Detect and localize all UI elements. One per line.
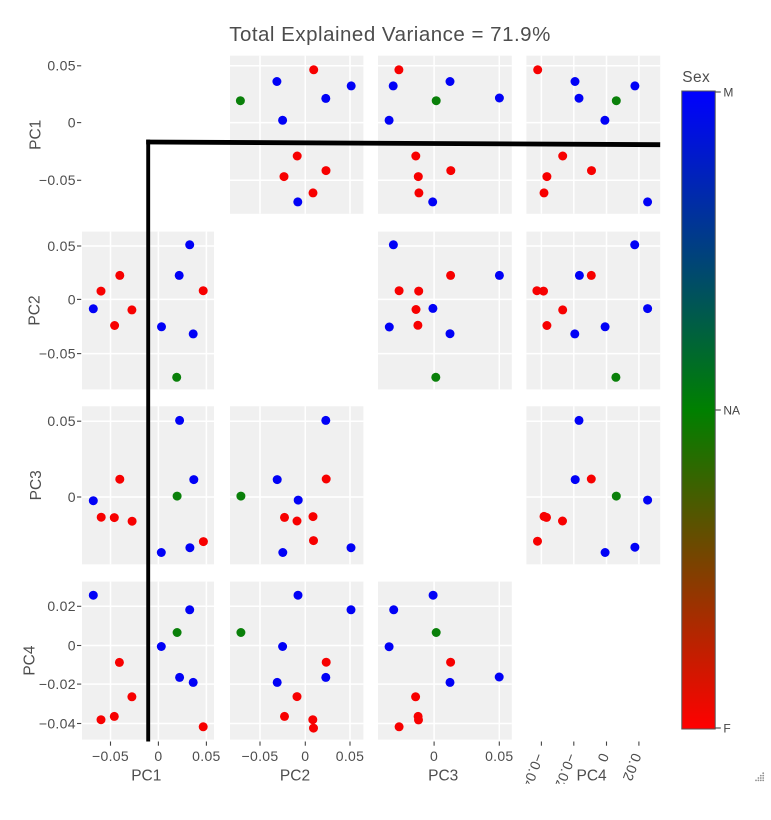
svg-text:0: 0	[430, 748, 438, 764]
svg-text:−0.05: −0.05	[92, 748, 129, 764]
svg-text:F: F	[723, 722, 730, 736]
svg-text:0: 0	[68, 637, 76, 653]
svg-text:PC1: PC1	[27, 120, 44, 150]
svg-text:−0.05: −0.05	[242, 748, 279, 764]
svg-text:NA: NA	[723, 404, 740, 418]
svg-text:Total Explained Variance = 71.: Total Explained Variance = 71.9%	[229, 23, 551, 46]
svg-text:−0.02: −0.02	[39, 676, 76, 692]
svg-text:0.05: 0.05	[47, 238, 75, 254]
svg-text:PC3: PC3	[28, 470, 45, 500]
svg-text:Sex: Sex	[682, 69, 710, 86]
svg-text:0: 0	[68, 291, 76, 307]
svg-text:0.05: 0.05	[47, 58, 75, 74]
svg-text:PC3: PC3	[428, 767, 458, 784]
svg-text:PC4: PC4	[577, 767, 608, 784]
svg-text:−0.05: −0.05	[39, 172, 76, 188]
svg-text:M: M	[723, 86, 733, 100]
svg-text:0.05: 0.05	[485, 748, 513, 764]
svg-text:0.05: 0.05	[336, 748, 364, 764]
svg-text:0.02: 0.02	[47, 598, 75, 614]
svg-text:PC2: PC2	[26, 295, 43, 325]
svg-text:PC2: PC2	[280, 767, 310, 784]
svg-text:−0.05: −0.05	[39, 346, 76, 362]
svg-text:0: 0	[68, 489, 76, 505]
svg-text:0: 0	[301, 748, 309, 764]
svg-text:PC4: PC4	[21, 645, 38, 676]
svg-text:−0.04: −0.04	[39, 715, 76, 731]
svg-text:0.05: 0.05	[192, 748, 220, 764]
svg-text:0.05: 0.05	[47, 413, 75, 429]
svg-text:0: 0	[68, 115, 76, 131]
svg-text:PC1: PC1	[131, 767, 161, 784]
svg-text:0: 0	[154, 748, 162, 764]
